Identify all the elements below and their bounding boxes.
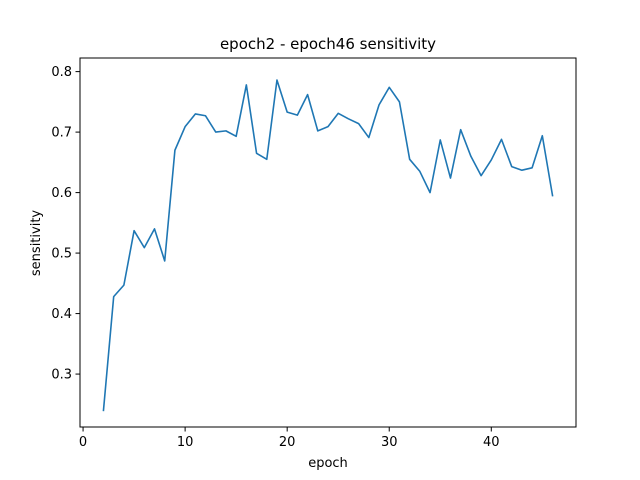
axes-frame [79, 57, 577, 428]
x-axis-label: epoch [308, 456, 348, 471]
x-tick-label: 30 [381, 435, 398, 450]
y-tick-label: 0.5 [51, 247, 72, 262]
x-tick-label: 40 [483, 435, 500, 450]
y-tick-label: 0.8 [51, 65, 72, 80]
x-tick-label: 0 [79, 435, 87, 450]
plot-area: 0 10 20 30 40 0.3 0.4 0.5 0.6 0.7 0.8 [51, 57, 577, 450]
y-tick-label: 0.6 [51, 186, 72, 201]
y-tick-label: 0.7 [51, 126, 72, 141]
x-tick-label: 20 [279, 435, 296, 450]
y-tick-label: 0.3 [51, 368, 72, 383]
chart-title: epoch2 - epoch46 sensitivity [220, 35, 436, 53]
y-tick-label: 0.4 [51, 307, 72, 322]
series-line [102, 79, 554, 412]
y-axis-label: sensitivity [29, 210, 44, 277]
x-tick-label: 10 [177, 435, 194, 450]
